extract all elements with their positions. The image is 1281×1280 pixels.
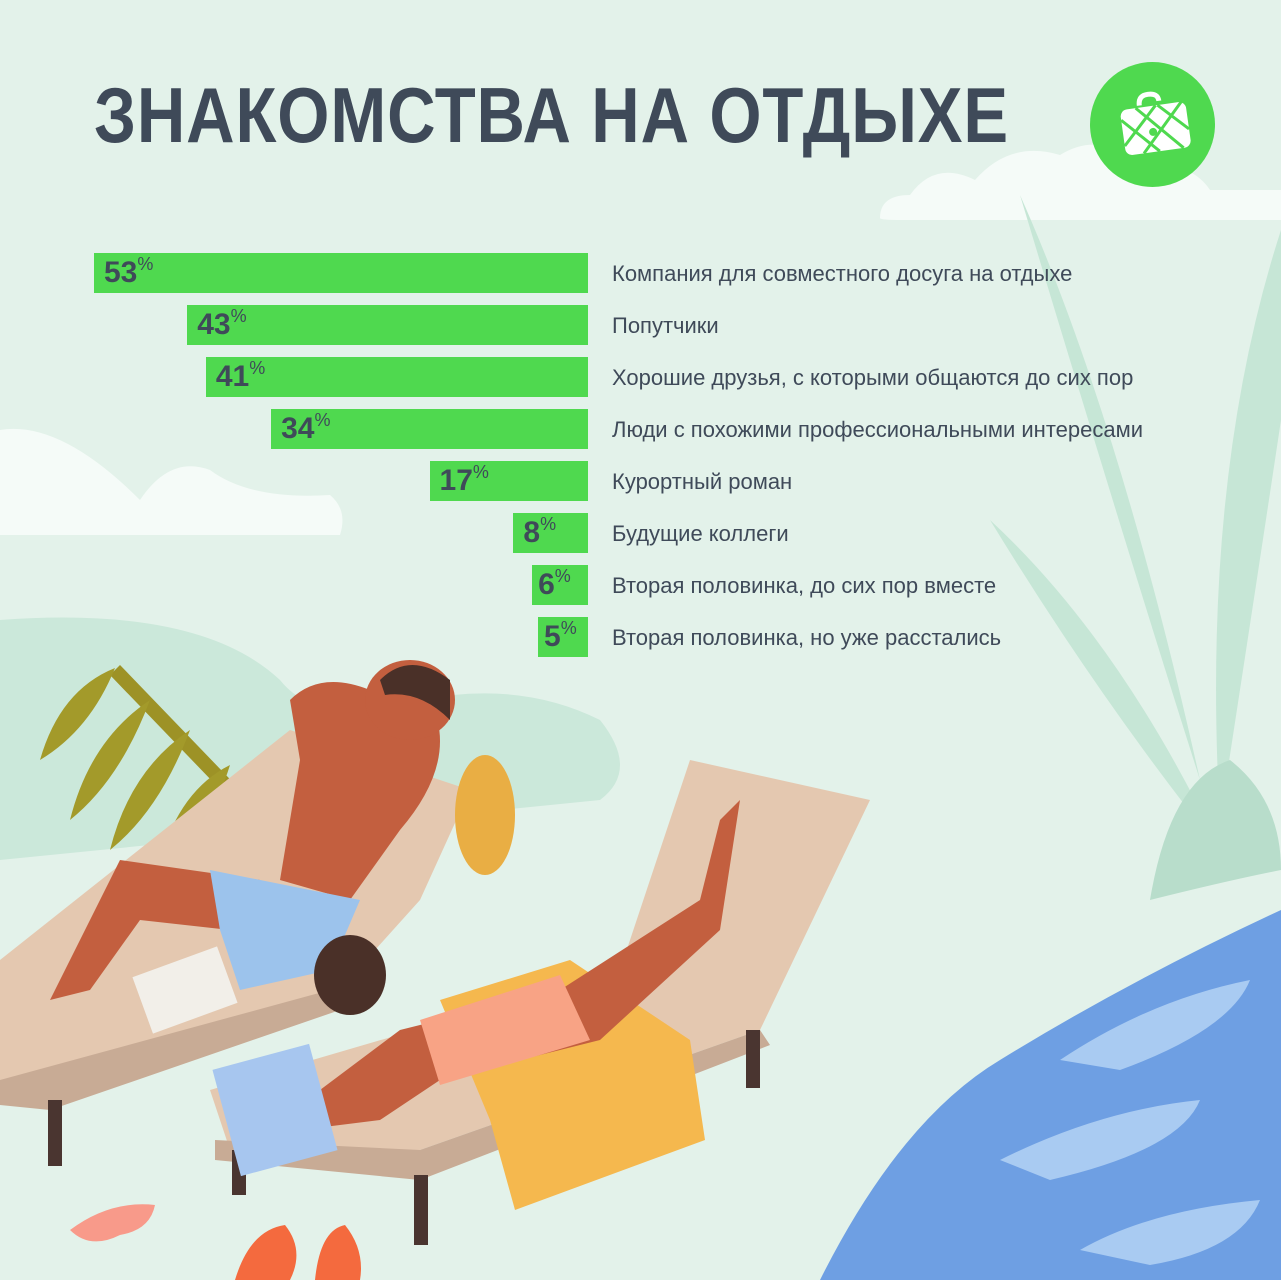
category-label: Вторая половинка, но уже расстались bbox=[612, 625, 1002, 650]
category-label: Компания для совместного досуга на отдых… bbox=[612, 261, 1073, 286]
bar-value-label: 17% bbox=[439, 462, 489, 497]
page-title: ЗНАКОМСТВА НА ОТДЫХЕ bbox=[94, 71, 1009, 159]
percent-sign: % bbox=[554, 566, 571, 586]
bar-value-label: 6% bbox=[538, 566, 571, 601]
bar: 34% bbox=[271, 409, 588, 449]
category-label: Хорошие друзья, с которыми общаются до с… bbox=[612, 365, 1134, 390]
percent-sign: % bbox=[472, 462, 489, 482]
bar-chart: 53% Компания для совместного досуга на от… bbox=[94, 253, 1144, 657]
category-label: Вторая половинка, до сих пор вместе bbox=[612, 573, 997, 598]
percent-sign: % bbox=[137, 254, 154, 274]
percent-sign: % bbox=[314, 410, 331, 430]
percent-sign: % bbox=[540, 514, 557, 534]
percent-sign: % bbox=[230, 306, 247, 326]
bar-value-label: 8% bbox=[523, 514, 557, 549]
category-label: Курортный роман bbox=[612, 469, 793, 494]
bar-value-label: 41% bbox=[215, 358, 266, 393]
category-label: Будущие коллеги bbox=[612, 521, 789, 546]
bar: 5% bbox=[538, 617, 588, 657]
percent-sign: % bbox=[560, 618, 577, 638]
bar: 17% bbox=[429, 461, 588, 501]
bar-value-label: 43% bbox=[197, 306, 247, 341]
bar-value-label: 34% bbox=[281, 410, 331, 445]
bar: 41% bbox=[205, 357, 588, 397]
logo bbox=[1090, 62, 1215, 187]
category-label: Люди с похожими профессиональными интере… bbox=[612, 417, 1144, 442]
bar-value-label: 5% bbox=[544, 618, 577, 653]
suitcase-map-icon bbox=[1120, 91, 1191, 155]
percent-sign: % bbox=[249, 358, 266, 378]
bar-value-label: 53% bbox=[104, 254, 154, 289]
bar: 43% bbox=[187, 305, 588, 345]
bar: 8% bbox=[513, 513, 588, 553]
bar: 6% bbox=[532, 565, 588, 605]
category-label: Попутчики bbox=[612, 313, 719, 338]
bar: 53% bbox=[94, 253, 588, 293]
